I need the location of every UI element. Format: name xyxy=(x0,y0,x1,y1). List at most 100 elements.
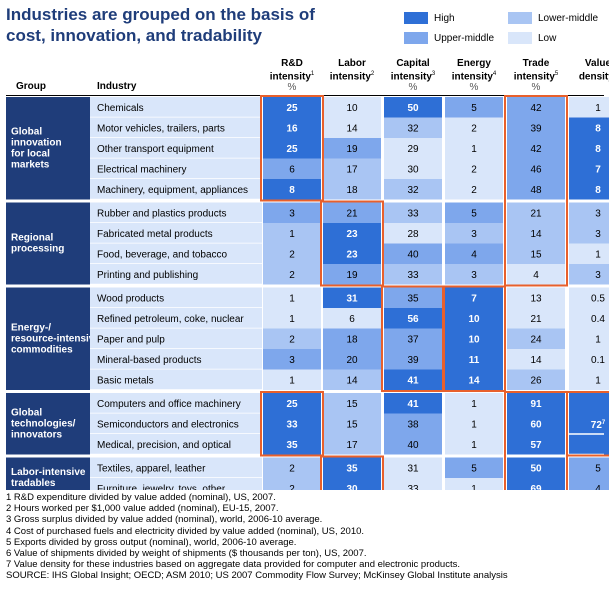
value-label-8-5: 3 xyxy=(595,270,601,281)
cell-6-3 xyxy=(445,223,503,244)
value-label-8-1: 19 xyxy=(346,270,358,281)
industry-label-17: Textiles, apparel, leather xyxy=(97,464,206,475)
value-label-3-1: 17 xyxy=(346,165,358,176)
group-4-band xyxy=(6,457,90,490)
cell-5-4 xyxy=(507,202,565,223)
cell-14-3 xyxy=(445,393,503,414)
cell-15-2 xyxy=(384,413,442,434)
cell-2-2 xyxy=(384,138,442,159)
cell-1-2 xyxy=(384,117,442,138)
value-label-6-2: 28 xyxy=(407,229,419,240)
industry-label-7: Food, beverage, and tobacco xyxy=(97,250,228,261)
cell-13-1 xyxy=(323,369,381,390)
cell-7-5 xyxy=(569,243,609,264)
value-label-1-0: 16 xyxy=(286,124,298,135)
value-label-7-4: 15 xyxy=(530,250,542,261)
cell-13-3 xyxy=(445,369,503,390)
industry-cell-8 xyxy=(90,264,262,285)
highlight-box-8 xyxy=(320,455,384,490)
value-label-14-0: 25 xyxy=(286,399,298,410)
cell-10-5 xyxy=(569,308,609,329)
industry-label-0: Chemicals xyxy=(97,103,144,114)
value-label-14-1: 15 xyxy=(346,399,358,410)
cell-9-5 xyxy=(569,287,609,308)
value-label-12-4: 14 xyxy=(530,355,542,366)
legend-swatch-low xyxy=(508,32,532,44)
footnote-1: 1 R&D expenditure divided by value added… xyxy=(6,492,276,503)
cell-10-1 xyxy=(323,308,381,329)
value-label-5-3: 5 xyxy=(471,209,477,220)
value-label-1-2: 32 xyxy=(407,124,419,135)
cell-16-1 xyxy=(323,434,381,455)
cell-14-2 xyxy=(384,393,442,414)
value-label-16-4: 57 xyxy=(530,440,542,451)
cell-12-4 xyxy=(507,349,565,370)
industry-label-2: Other transport equipment xyxy=(97,144,214,155)
value-label-13-5: 1 xyxy=(595,376,601,387)
industry-label-13: Basic metals xyxy=(97,376,154,387)
industry-label-18: Furniture, jewelry, toys, other xyxy=(97,484,226,490)
value-label-15-4: 60 xyxy=(530,420,542,431)
legend-item-lower-middle: Lower-middle xyxy=(508,12,598,24)
cell-4-5 xyxy=(569,179,609,200)
cell-13-5 xyxy=(569,369,609,390)
industry-cell-11 xyxy=(90,328,262,349)
cell-16-4 xyxy=(507,434,565,455)
value-label-0-0: 25 xyxy=(286,103,298,114)
industry-cell-15 xyxy=(90,413,262,434)
industry-label-12: Mineral-based products xyxy=(97,355,202,366)
cell-5-1 xyxy=(323,202,381,223)
value-label-17-5: 5 xyxy=(595,464,601,475)
value-label-3-4: 46 xyxy=(530,165,542,176)
cell-10-4 xyxy=(507,308,565,329)
cell-14-1 xyxy=(323,393,381,414)
value-label-14-2: 41 xyxy=(407,399,419,410)
legend-label-lower-middle: Lower-middle xyxy=(538,12,599,24)
legend: High Upper-middle Lower-middle Low xyxy=(404,8,604,48)
cell-10-2 xyxy=(384,308,442,329)
cell-18-5 xyxy=(569,478,609,490)
value-label-7-3: 4 xyxy=(471,250,477,261)
cell-8-2 xyxy=(384,264,442,285)
footnote-7: 7 Value density for these industries bas… xyxy=(6,559,460,571)
cell-15-4 xyxy=(507,413,565,434)
cell-16-0 xyxy=(263,434,321,455)
value-label-6-0: 1 xyxy=(289,229,295,240)
cell-9-4 xyxy=(507,287,565,308)
cell-6-2 xyxy=(384,223,442,244)
cell-11-2 xyxy=(384,328,442,349)
value-label-10-5: 0.4 xyxy=(591,314,605,325)
value-label-9-0: 1 xyxy=(289,294,295,305)
cell-12-5 xyxy=(569,349,609,370)
value-label-10-2: 56 xyxy=(407,314,419,325)
value-label-18-4: 69 xyxy=(530,484,542,490)
cell-9-0 xyxy=(263,287,321,308)
footnotes: 1 R&D expenditure divided by value added… xyxy=(6,492,606,582)
industry-label-5: Rubber and plastics products xyxy=(97,209,227,220)
cell-3-5 xyxy=(569,158,609,179)
industry-cell-10 xyxy=(90,308,262,329)
value-label-8-2: 33 xyxy=(407,270,419,281)
value-label-16-2: 40 xyxy=(407,440,419,451)
value-label-1-1: 14 xyxy=(346,124,358,135)
cell-4-0 xyxy=(263,179,321,200)
industry-label-15: Semiconductors and electronics xyxy=(97,420,239,431)
value-label-1-4: 39 xyxy=(530,124,542,135)
value-label-15-1: 15 xyxy=(346,420,358,431)
industry-cell-17 xyxy=(90,457,262,478)
value-label-7-1: 23 xyxy=(346,250,358,261)
cell-6-0 xyxy=(263,223,321,244)
cell-9-2 xyxy=(384,287,442,308)
value-label-18-3: 1 xyxy=(471,484,477,490)
value-label-11-5: 1 xyxy=(595,335,601,346)
value-label-2-3: 1 xyxy=(471,144,477,155)
value-label-17-1: 35 xyxy=(346,464,358,475)
cell-12-2 xyxy=(384,349,442,370)
value-label-2-5: 8 xyxy=(595,144,601,155)
industry-label-16: Medical, precision, and optical xyxy=(97,440,231,451)
cell-18-1 xyxy=(323,478,381,490)
cell-4-4 xyxy=(507,179,565,200)
industry-label-8: Printing and publishing xyxy=(97,270,198,281)
footnote-5: 5 Exports divided by gross output (nomin… xyxy=(6,536,297,548)
cell-12-0 xyxy=(263,349,321,370)
